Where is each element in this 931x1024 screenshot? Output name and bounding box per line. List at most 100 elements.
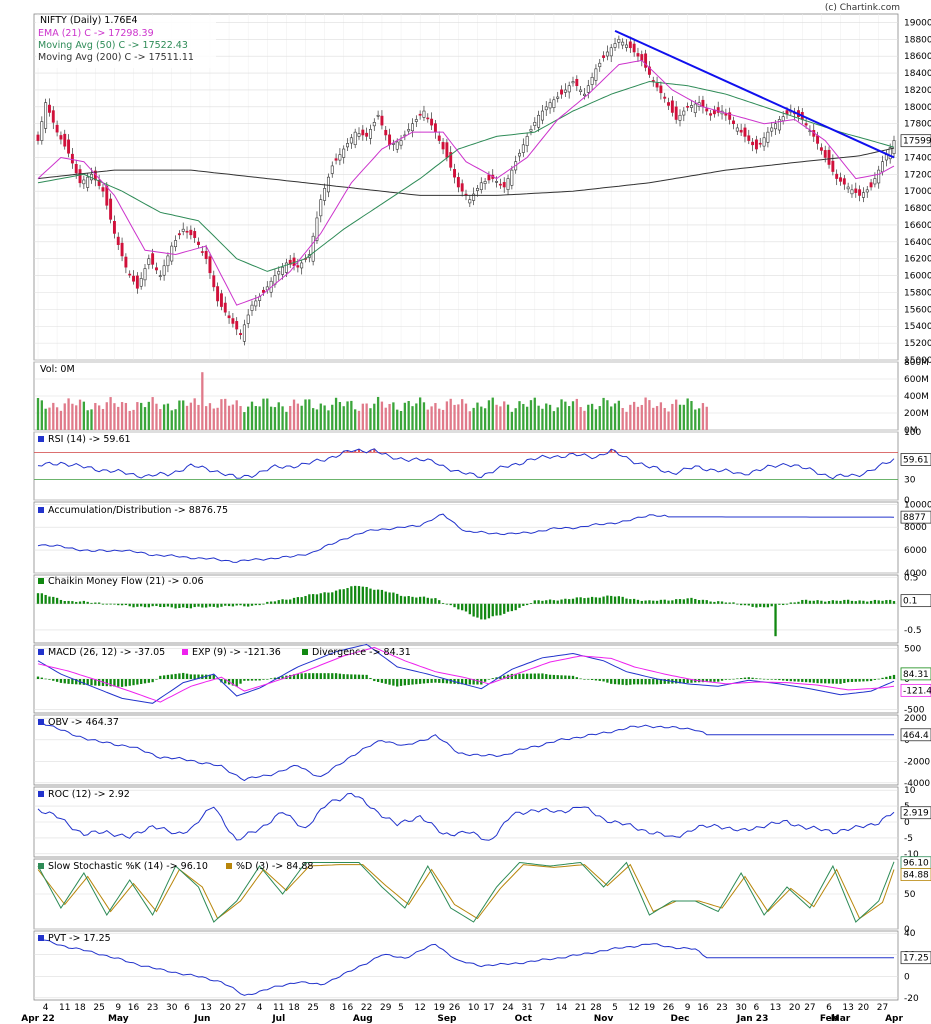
cmf-bar bbox=[193, 603, 196, 608]
candle bbox=[747, 135, 751, 141]
cmf-bar bbox=[487, 603, 491, 619]
x-tick-label-38: 23 bbox=[716, 1003, 727, 1013]
cmf-bar bbox=[418, 596, 422, 604]
macd-divergence-bar bbox=[269, 678, 273, 679]
volume-bar bbox=[369, 408, 372, 430]
macd-divergence-bar bbox=[873, 679, 877, 680]
cmf-bar bbox=[376, 589, 380, 604]
candle bbox=[242, 324, 246, 342]
roc-axis-tick-label-3: -5 bbox=[904, 834, 913, 844]
cmf-bar bbox=[617, 596, 621, 604]
cmf-bar bbox=[388, 592, 391, 604]
candle bbox=[735, 127, 739, 132]
price-last-value: 17599 bbox=[903, 137, 931, 147]
macd-divergence-bar bbox=[514, 673, 517, 679]
cmf-last-value-box bbox=[900, 594, 931, 608]
obv-axis-tick-label-3: -4000 bbox=[904, 779, 930, 789]
price-axis-tick-label-3: 18400 bbox=[904, 69, 931, 79]
candle bbox=[82, 179, 86, 185]
volume-bar bbox=[380, 401, 384, 430]
volume-bar bbox=[678, 404, 682, 430]
volume-bar bbox=[548, 404, 552, 430]
candle bbox=[449, 152, 453, 168]
obv-line bbox=[37, 719, 894, 782]
cmf-bar bbox=[835, 600, 838, 604]
cmf-bar bbox=[220, 603, 223, 607]
candle bbox=[288, 259, 292, 265]
volume-bar bbox=[97, 405, 101, 430]
volume-bar bbox=[652, 407, 655, 430]
x-month-label-7: Nov bbox=[594, 1014, 614, 1024]
volume-bar bbox=[457, 404, 460, 430]
cmf-bar bbox=[182, 603, 185, 608]
candle bbox=[877, 169, 881, 184]
candle bbox=[418, 113, 422, 116]
macd-divergence-bar bbox=[827, 679, 831, 684]
candle bbox=[223, 302, 227, 313]
cmf-bar bbox=[453, 603, 456, 608]
cmf-bar bbox=[739, 603, 743, 606]
pvt-last-value: 17.25 bbox=[903, 954, 929, 964]
volume-bar bbox=[606, 400, 609, 430]
candle bbox=[690, 105, 693, 108]
cmf-bar bbox=[499, 603, 502, 616]
cmf-bar bbox=[407, 596, 410, 604]
macd-divergence-bar bbox=[44, 678, 47, 680]
macd-divergence-bar bbox=[373, 679, 376, 682]
cmf-bar bbox=[866, 601, 869, 604]
cmf-bar bbox=[759, 603, 762, 607]
candle bbox=[246, 314, 250, 324]
volume-bar bbox=[174, 409, 177, 430]
candle bbox=[835, 173, 839, 179]
volume-bar bbox=[178, 400, 181, 430]
candle bbox=[208, 256, 212, 274]
candle bbox=[548, 102, 552, 109]
volume-bar bbox=[350, 400, 353, 430]
candle bbox=[55, 124, 59, 133]
macd-divergence-bar bbox=[824, 679, 827, 684]
candle bbox=[433, 123, 437, 133]
macd-divergence-bar bbox=[422, 679, 426, 684]
cmf-bar bbox=[289, 599, 292, 604]
cmf-bar bbox=[457, 603, 460, 610]
candle bbox=[411, 123, 414, 132]
rsi-line bbox=[37, 448, 895, 480]
volume-bar bbox=[331, 404, 334, 430]
obv-axis-tick-label-2: -2000 bbox=[904, 757, 930, 767]
roc-last-value: 2.919 bbox=[903, 809, 929, 819]
macd-divergence-bar bbox=[426, 679, 429, 684]
candle bbox=[605, 51, 609, 57]
cmf-bar bbox=[300, 597, 303, 604]
macd-divergence-bar bbox=[881, 677, 884, 679]
volume-bar bbox=[292, 399, 296, 430]
volume-bar bbox=[495, 404, 498, 430]
price-legend-bg bbox=[36, 16, 216, 68]
candle bbox=[644, 53, 648, 68]
cmf-bar bbox=[869, 600, 873, 604]
candle bbox=[63, 133, 67, 147]
macd-divergence-bar bbox=[365, 674, 368, 679]
macd-divergence-bar bbox=[835, 679, 838, 684]
cmf-bar bbox=[266, 601, 269, 604]
macd-divergence-bar bbox=[804, 679, 808, 683]
x-month-label-8: Dec bbox=[671, 1014, 690, 1024]
ad-last-value: 8877 bbox=[903, 513, 926, 523]
candle bbox=[281, 266, 285, 275]
candle bbox=[70, 153, 74, 164]
volume-bar bbox=[464, 403, 468, 430]
volume-bar bbox=[101, 408, 105, 430]
macd-divergence-bar bbox=[854, 679, 857, 682]
cmf-bar bbox=[663, 599, 666, 604]
macd-divergence-bar bbox=[59, 679, 63, 683]
volume-axis-tick-label-1: 600M bbox=[904, 375, 929, 385]
macd-divergence-bar bbox=[350, 674, 353, 679]
macd-divergence-bar bbox=[690, 679, 693, 683]
volume-bar bbox=[556, 407, 559, 430]
cmf-bar bbox=[189, 603, 193, 609]
cmf-bar bbox=[361, 586, 364, 604]
volume-bar bbox=[682, 404, 685, 430]
volume-bar bbox=[403, 402, 407, 430]
volume-bar bbox=[220, 399, 223, 430]
